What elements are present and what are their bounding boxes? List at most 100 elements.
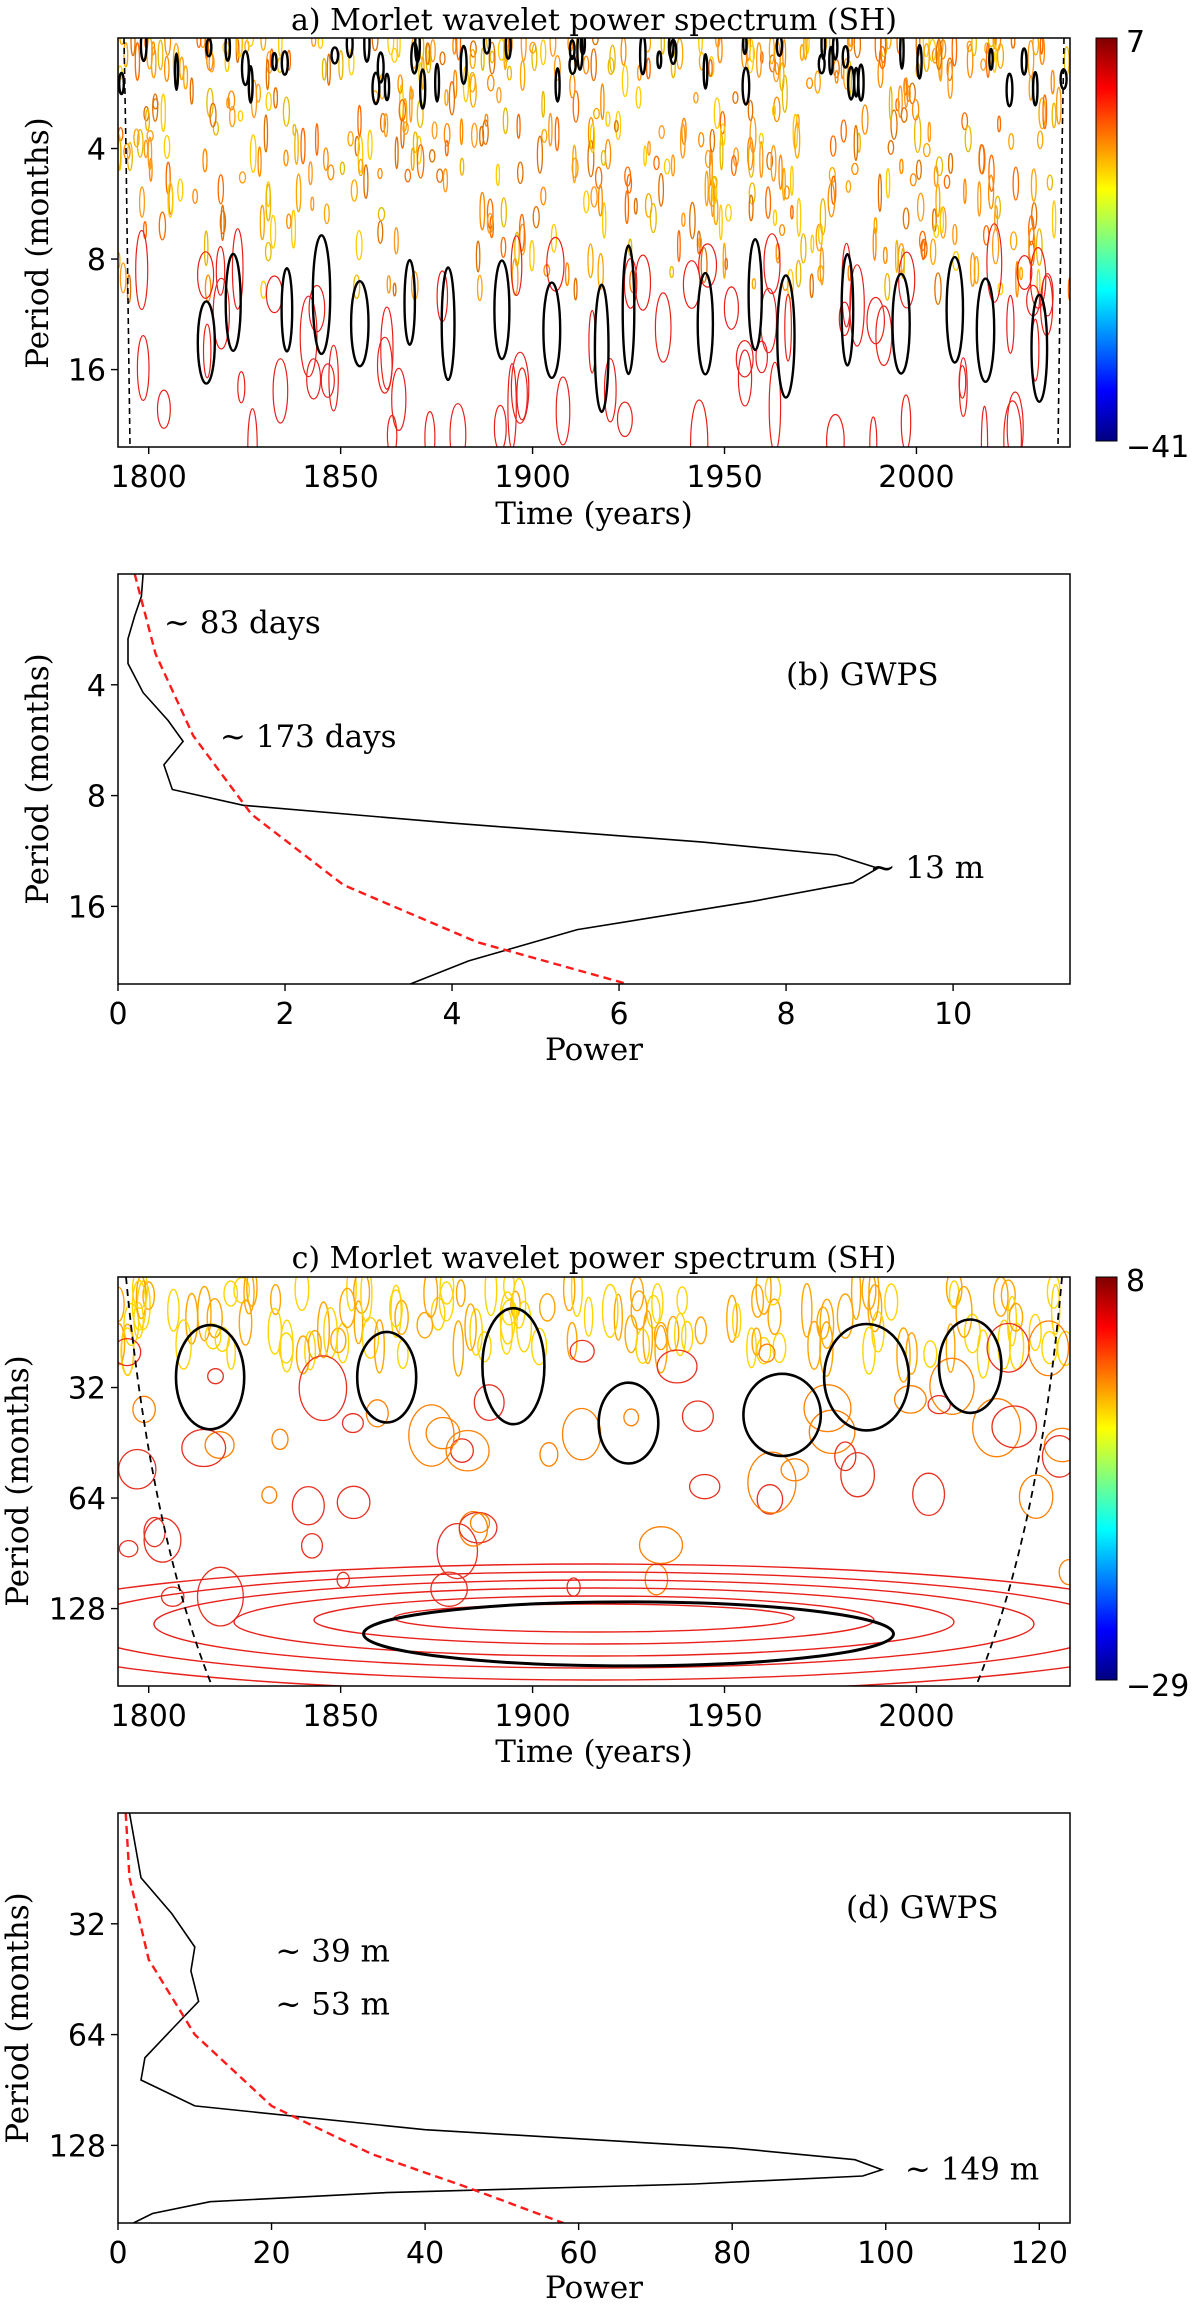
panel-a-contour (634, 254, 652, 311)
panel-a-contour (768, 361, 782, 447)
panel-d-annotation-39-m: ~ 39 m (275, 1933, 390, 1969)
panel-c-contour (884, 1283, 899, 1321)
panel-a-contour (626, 174, 633, 194)
panel-b-y-label: Period (months) (20, 653, 56, 904)
panel-a-contour (947, 61, 954, 100)
panel-a-contour (784, 293, 792, 362)
panel-a-contour (980, 58, 987, 71)
panel-a-contour (273, 87, 279, 109)
panel-c-contour (304, 1330, 317, 1371)
panel-a-contour (549, 38, 557, 57)
panel-a-contour (723, 286, 740, 330)
d-y-tick-label: 64 (68, 2019, 106, 2054)
panel-a-contour (698, 243, 718, 288)
panel-a-contour (144, 109, 151, 132)
panel-c-contour (353, 1300, 364, 1345)
panel-a-frame (117, 37, 1071, 448)
panel-a-significance-contour (568, 39, 576, 61)
panel-a-contour (931, 47, 939, 64)
panel-a-contour (228, 105, 236, 128)
panel-a-contour (814, 70, 821, 94)
panel-c-contour (638, 1526, 684, 1565)
panel-c-contour (118, 1337, 142, 1367)
panel-c-contour (688, 1473, 721, 1500)
panel-a-contour (272, 358, 289, 424)
panel-a-contour (410, 147, 415, 172)
panel-c-contour (153, 1579, 1035, 1669)
panel-c-contour (436, 1522, 479, 1580)
panel-c-contour (120, 1327, 135, 1376)
panel-c-contour (279, 1319, 294, 1373)
panel-c-significance-contour (362, 1600, 895, 1668)
a-y-tick-label: 8 (87, 243, 106, 278)
panel-a-contour (486, 74, 495, 92)
panel-a-significance-contour (945, 255, 965, 364)
panel-c-contour-field (118, 1277, 1070, 1686)
panel-a-contour (952, 223, 958, 246)
panel-c-contour (861, 1277, 877, 1311)
panel-b-annotation-83-days: ~ 83 days (164, 605, 321, 641)
panel-a-contour (156, 389, 171, 429)
panel-c-colorbar-min: −29 (1126, 1669, 1189, 1704)
b-x-tick-label: 8 (777, 997, 796, 1032)
panel-a-contour (459, 118, 464, 146)
panel-a-contour (259, 204, 265, 241)
panel-c-contour (142, 1281, 156, 1311)
b-x-tick-label: 10 (934, 997, 972, 1032)
panel-a-contour (834, 69, 839, 84)
panel-a-contour (357, 104, 362, 137)
panel-a-contour (265, 275, 283, 314)
panel-a-contour (778, 154, 783, 191)
panel-c-contour (223, 1280, 239, 1307)
panel-a-contour (851, 162, 859, 176)
panel-a-significance-contour (742, 38, 748, 56)
panel-a-colorbar (1095, 37, 1118, 442)
panel-c-contour (840, 1451, 876, 1498)
panel-a-contour (386, 414, 398, 447)
panel-a-contour (286, 213, 292, 230)
panel-a-contour (758, 132, 764, 147)
panel-a-contour (475, 240, 481, 273)
panel-c-contour (503, 1277, 515, 1300)
panel-a-contour (1009, 231, 1018, 251)
panel-a-contour (265, 91, 272, 112)
panel-a-contour (573, 277, 578, 301)
panel-a-significance-contour (280, 50, 289, 76)
panel-a-contour (887, 140, 895, 155)
panel-a-contour (977, 180, 982, 217)
panel-a-contour (724, 204, 732, 222)
panel-a-significance-contour (224, 252, 242, 353)
panel-a-contour (489, 50, 495, 64)
panel-c-cone-of-influence-right (975, 1277, 1063, 1686)
panel-c-contour (261, 1486, 278, 1504)
panel-a-contour (724, 257, 729, 271)
panel-a-contour (779, 62, 785, 92)
panel-a-significance-contour (173, 52, 180, 91)
panel-c-contour (1018, 1474, 1054, 1519)
panel-c-contour (373, 1319, 386, 1374)
panel-a-contour (308, 284, 326, 333)
panel-c-contour (430, 1571, 468, 1607)
panel-a-contour (126, 141, 133, 172)
panel-a-contour (452, 38, 457, 55)
panel-a-contour (649, 203, 657, 234)
panel-a-contour (380, 306, 394, 390)
panel-a-contour (416, 144, 425, 179)
panel-a-significance-contour (817, 53, 826, 75)
panel-a-contour (164, 38, 172, 56)
panel-a-contour (541, 90, 546, 118)
panel-c-contour (635, 1328, 651, 1365)
panel-a-significance-contour (576, 38, 584, 71)
panel-a-contour (510, 235, 523, 297)
panel-c-contour (393, 1603, 795, 1633)
b-y-tick-label: 4 (87, 669, 106, 704)
panel-a-contour (377, 220, 384, 244)
panel-c-contour (746, 1327, 757, 1369)
panel-a-contour (209, 102, 217, 128)
panel-c-contour (747, 1451, 797, 1514)
panel-c-contour (997, 1319, 1012, 1370)
panel-a-contour (119, 262, 127, 294)
panel-a-contour (553, 55, 561, 81)
b-x-tick-label: 4 (442, 997, 461, 1032)
panel-a-contour (947, 152, 954, 174)
